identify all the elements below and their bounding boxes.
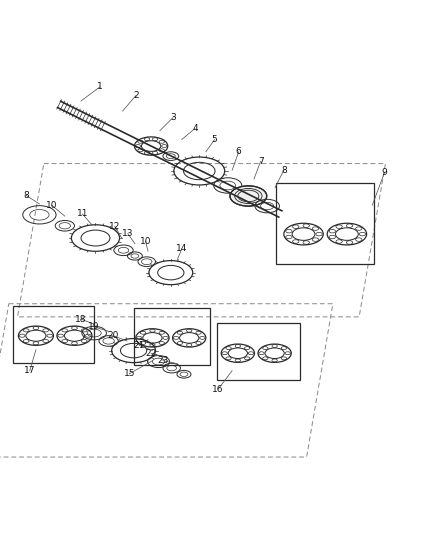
Text: 8: 8 (23, 191, 29, 200)
Text: 18: 18 (75, 314, 87, 324)
Text: 13: 13 (122, 229, 134, 238)
Bar (276, 183, 374, 264)
Text: 16: 16 (212, 385, 224, 394)
Bar (217, 324, 300, 381)
Text: 9: 9 (381, 168, 388, 177)
Ellipse shape (230, 186, 267, 206)
Text: 11: 11 (77, 209, 88, 219)
Text: 20: 20 (107, 331, 119, 340)
Text: 23: 23 (157, 356, 169, 365)
Text: 12: 12 (109, 222, 120, 231)
Text: 3: 3 (170, 113, 176, 122)
Text: 6: 6 (236, 147, 242, 156)
Text: 21: 21 (134, 341, 145, 350)
Text: 2: 2 (133, 91, 138, 100)
Text: 10: 10 (46, 201, 57, 209)
Bar (13, 306, 94, 363)
Text: 7: 7 (258, 157, 264, 166)
Text: 5: 5 (212, 135, 218, 144)
Text: 1: 1 (97, 83, 103, 92)
Text: 15: 15 (124, 369, 135, 378)
Text: 22: 22 (145, 349, 157, 358)
Bar (134, 308, 210, 365)
Text: 14: 14 (176, 245, 187, 254)
Text: 17: 17 (24, 366, 35, 375)
Text: 8: 8 (281, 166, 287, 175)
Text: 4: 4 (192, 124, 198, 133)
Text: 19: 19 (88, 322, 100, 332)
Text: 10: 10 (140, 237, 151, 246)
